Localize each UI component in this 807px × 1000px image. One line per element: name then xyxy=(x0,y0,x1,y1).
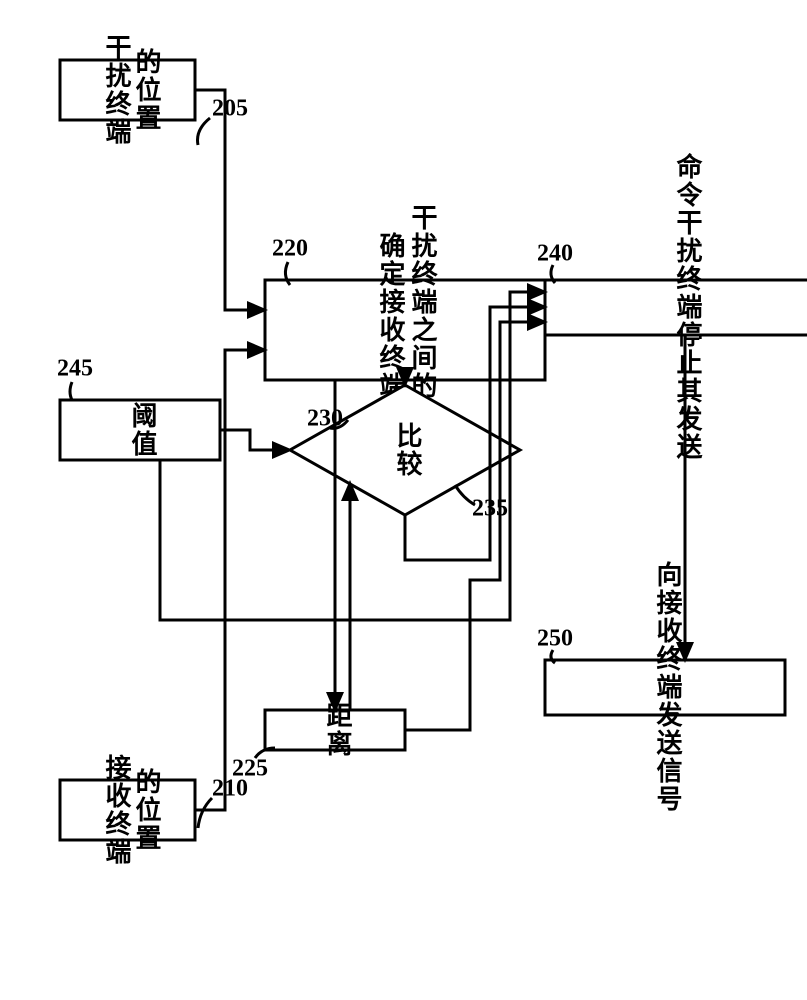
label-205: 205 xyxy=(212,96,248,122)
node-210: 接收终端 的位置 xyxy=(60,754,195,866)
label-245: 245 xyxy=(57,356,93,382)
node-225: 距离 xyxy=(265,702,405,758)
node-240: 命令干扰终端停止其发送 xyxy=(545,152,807,461)
node-230-text: 比较 xyxy=(393,422,422,478)
node-210-line2: 的位置 xyxy=(132,767,161,852)
edge-245-to-230 xyxy=(220,430,290,450)
leader-220 xyxy=(285,262,290,285)
leader-205 xyxy=(198,118,211,145)
node-245-line1: 阈值 xyxy=(128,402,157,458)
node-245: 阈值 xyxy=(60,400,220,460)
label-240: 240 xyxy=(537,241,573,267)
leader-245 xyxy=(70,382,72,400)
node-225-line1: 距离 xyxy=(323,702,352,758)
node-205-line1: 干扰终端 xyxy=(102,34,131,146)
node-250: 向接收终端发送信号 xyxy=(545,560,785,813)
label-250: 250 xyxy=(537,626,573,652)
leader-240 xyxy=(551,265,555,283)
node-240-line1: 命令干扰终端停止其发送 xyxy=(673,152,703,461)
node-250-line1: 向接收终端发送信号 xyxy=(653,560,683,813)
leader-210 xyxy=(198,798,212,828)
node-205-line2: 的位置 xyxy=(132,47,161,132)
label-225: 225 xyxy=(232,756,268,782)
label-220: 220 xyxy=(272,236,308,262)
leader-250 xyxy=(551,650,555,663)
node-205: 干扰终端 的位置 xyxy=(60,34,195,146)
node-210-line1: 接收终端 xyxy=(102,754,131,866)
